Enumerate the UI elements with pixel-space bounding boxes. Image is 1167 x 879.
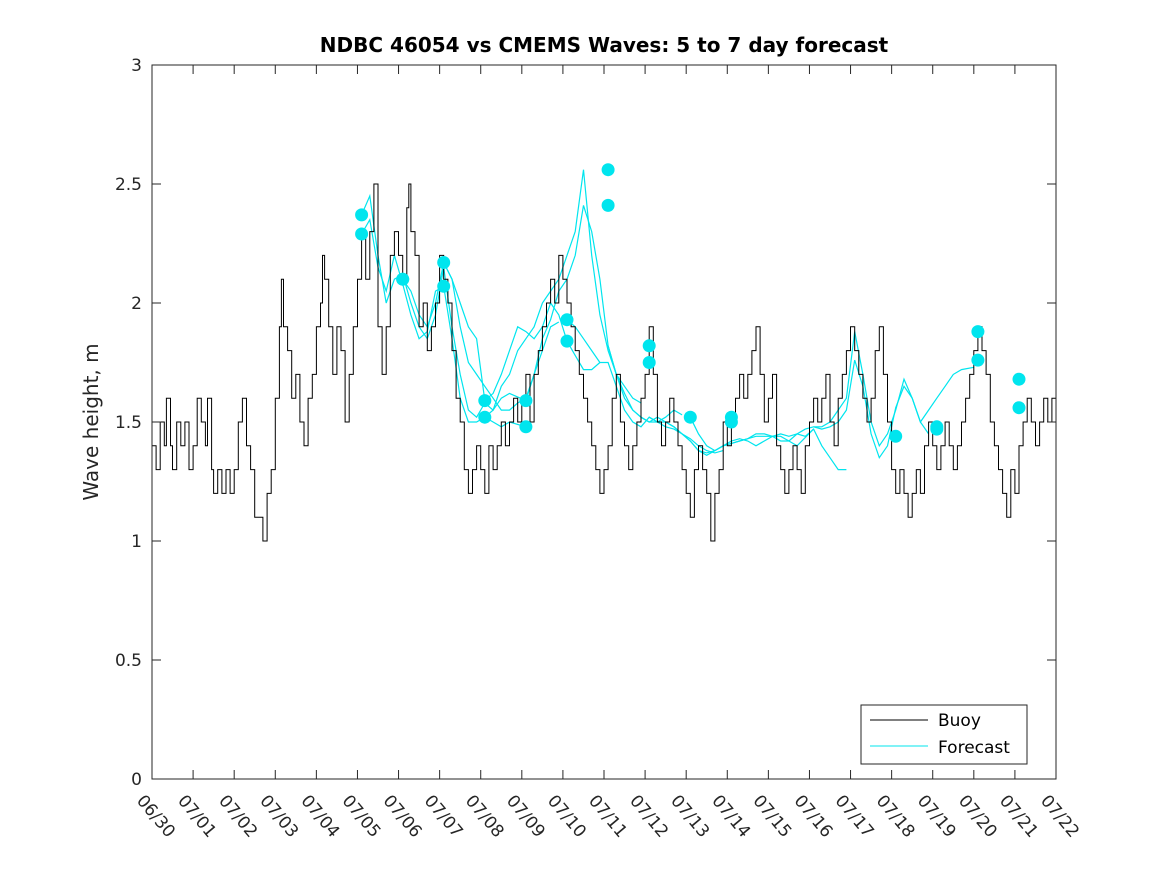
forecast-marker [1012, 372, 1026, 386]
y-tick-label: 1.5 [115, 413, 142, 433]
y-tick-label: 0 [131, 770, 142, 790]
forecast-marker [724, 415, 738, 429]
forecast-marker [396, 272, 410, 286]
legend-forecast-label: Forecast [938, 738, 1010, 758]
forecast-marker [437, 279, 451, 293]
y-axis-label: Wave height, m [79, 343, 103, 500]
forecast-marker [971, 353, 985, 367]
y-tick-label: 1 [131, 532, 142, 552]
forecast-marker [601, 198, 615, 212]
forecast-marker [560, 313, 574, 327]
forecast-marker [560, 334, 574, 348]
y-tick-label: 2.5 [115, 175, 142, 195]
forecast-line [566, 319, 724, 454]
y-tick-label: 2 [131, 294, 142, 314]
forecast-marker [642, 339, 656, 353]
forecast-marker [889, 429, 903, 443]
forecast-marker [437, 256, 451, 269]
forecast-marker [1012, 401, 1026, 415]
plot-lines [152, 169, 1057, 542]
plot-markers [355, 163, 1026, 443]
forecast-marker [930, 420, 944, 434]
forecast-marker [971, 325, 985, 339]
forecast-line [772, 331, 930, 448]
forecast-marker [478, 394, 492, 408]
forecast-line [689, 416, 847, 471]
forecast-marker [519, 420, 533, 434]
forecast-marker [683, 410, 697, 424]
y-tick-label: 3 [131, 56, 142, 76]
forecast-line [525, 205, 683, 423]
y-tick-label: 0.5 [115, 651, 142, 671]
forecast-marker [642, 356, 656, 369]
legend: Buoy Forecast [860, 704, 1028, 765]
forecast-marker [478, 410, 492, 424]
forecast-marker [355, 208, 369, 222]
forecast-marker [355, 227, 369, 241]
chart-title: NDBC 46054 vs CMEMS Waves: 5 to 7 day fo… [320, 33, 889, 57]
forecast-line [443, 262, 601, 402]
buoy-line [152, 183, 1057, 542]
legend-box [860, 704, 1028, 765]
forecast-marker [519, 394, 533, 408]
legend-buoy-label: Buoy [938, 711, 981, 731]
forecast-marker [601, 163, 615, 177]
